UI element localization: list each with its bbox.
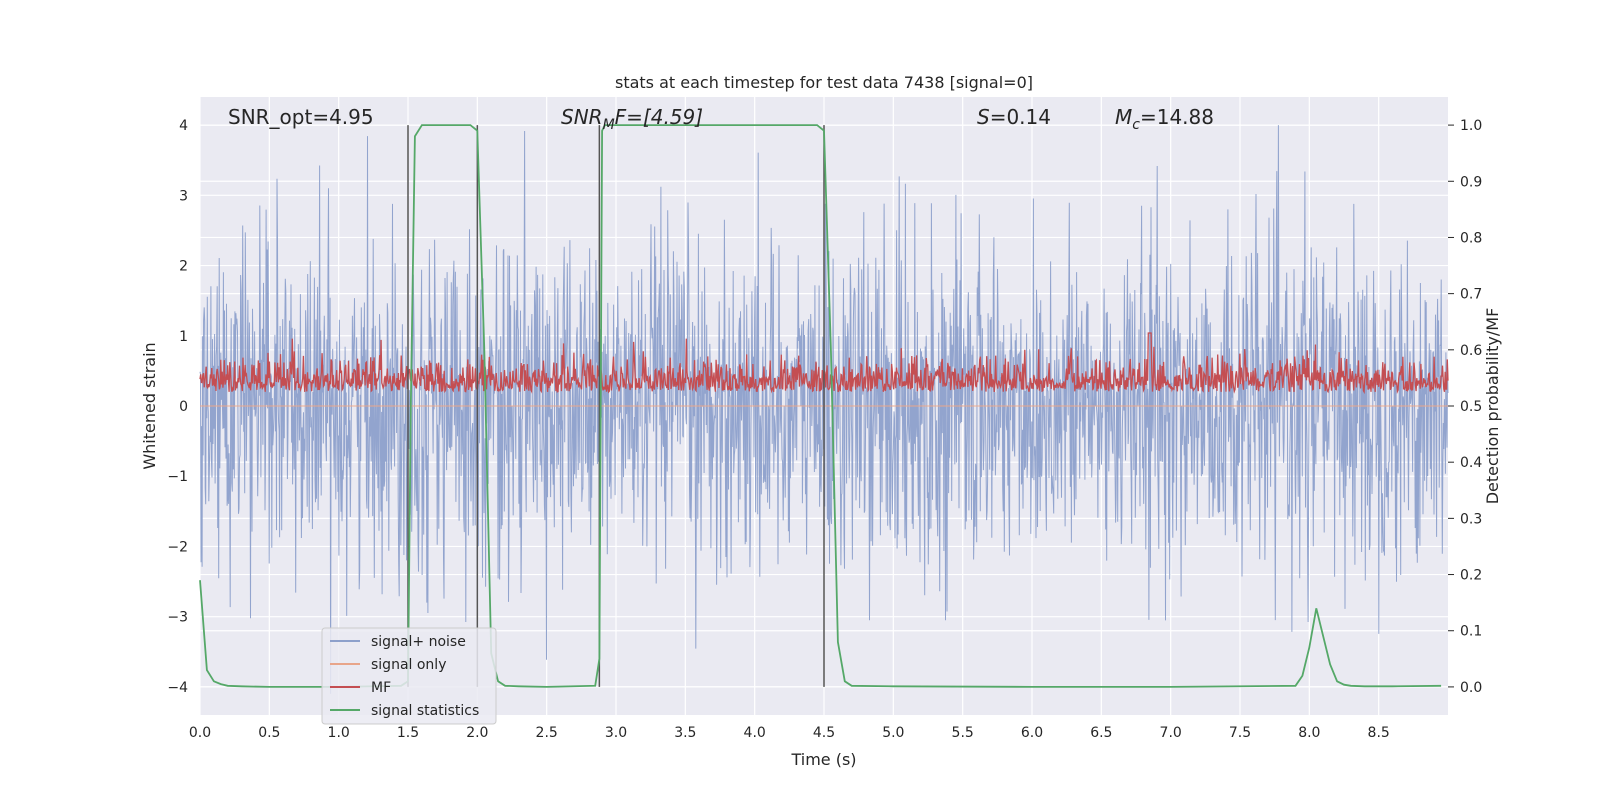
y-tick-label: 0: [179, 399, 188, 415]
x-tick-label: 0.0: [189, 725, 211, 741]
annotation-s: S=0.14: [977, 105, 1051, 129]
y-tick-label-right: 0.8: [1460, 230, 1482, 246]
x-tick-label: 1.0: [328, 725, 350, 741]
x-tick-label: 5.5: [952, 725, 974, 741]
y-tick-label: −1: [167, 469, 188, 485]
x-tick-label: 6.0: [1021, 725, 1043, 741]
y-axis-label-right: Detection probability/MF: [1483, 308, 1502, 505]
annotation-mc: Mc=14.88: [1115, 105, 1214, 133]
x-tick-label: 7.5: [1229, 725, 1251, 741]
legend-box: [321, 627, 497, 725]
y-tick-label-right: 0.9: [1460, 174, 1482, 190]
legend-label-noise: signal+ noise: [371, 634, 466, 650]
y-ticks-right: 1.0 0.9 0.8 0.7 0.6 0.5 0.4 0.3 0.2 0.1 0.0: [1448, 118, 1482, 696]
x-tick-label: 3.5: [674, 725, 696, 741]
x-tick-label: 2.0: [466, 725, 488, 741]
y-tick-label-right: 0.4: [1460, 455, 1482, 471]
y-tick-label-right: 0.6: [1460, 343, 1482, 359]
x-ticks: 0.0 0.5 1.0 1.5 2.0 2.5 3.0 3.5 4.0 4.5 5.0 5.5 6.0 6…: [189, 725, 1390, 741]
y-tick-label: −4: [167, 680, 188, 696]
y-tick-label-right: 0.0: [1460, 680, 1482, 696]
y-tick-label: 1: [179, 329, 188, 345]
y-tick-label: 2: [179, 259, 188, 275]
x-tick-label: 8.0: [1298, 725, 1320, 741]
y-tick-label-right: 0.3: [1460, 511, 1482, 527]
x-tick-label: 4.0: [744, 725, 766, 741]
x-tick-label: 8.5: [1368, 725, 1390, 741]
y-tick-label: 3: [179, 188, 188, 204]
mc-sub: c: [1132, 117, 1140, 133]
annotation-snr-opt: SNR_opt=4.95: [228, 105, 374, 129]
mc-var: M: [1115, 105, 1132, 129]
y-tick-label-right: 0.1: [1460, 624, 1482, 640]
legend-label-mf: MF: [371, 680, 391, 696]
x-tick-label: 3.0: [605, 725, 627, 741]
snr-mf-base: SNR: [561, 105, 603, 129]
x-tick-label: 5.0: [882, 725, 904, 741]
x-tick-label: 4.5: [813, 725, 835, 741]
y-tick-label-right: 0.7: [1460, 287, 1482, 303]
chart-title: stats at each timestep for test data 743…: [615, 73, 1033, 92]
s-val: =0.14: [990, 105, 1051, 129]
y-axis-label-left: Whitened strain: [140, 342, 159, 469]
x-tick-label: 1.5: [397, 725, 419, 741]
legend-label-signal-only: signal only: [371, 657, 446, 673]
y-tick-label-right: 0.5: [1460, 399, 1482, 415]
y-ticks-left: 4 3 2 1 0 −1 −2 −3 −4: [167, 118, 188, 696]
annotation-snr-mf: SNRMF=[4.59]: [561, 105, 703, 133]
x-tick-label: 0.5: [258, 725, 280, 741]
x-tick-label: 2.5: [536, 725, 558, 741]
y-tick-label: 4: [179, 118, 188, 134]
snr-mf-sub: M: [603, 117, 615, 133]
y-tick-label-right: 0.2: [1460, 568, 1482, 584]
legend: signal+ noise signal only MF signal stat…: [321, 627, 497, 725]
x-tick-label: 7.0: [1160, 725, 1182, 741]
snr-mf-rest: F=[4.59]: [615, 105, 703, 129]
x-tick-label: 6.5: [1090, 725, 1112, 741]
y-tick-label: −3: [167, 610, 188, 626]
s-var: S: [977, 105, 990, 129]
y-tick-label: −2: [167, 539, 188, 555]
mc-val: =14.88: [1140, 105, 1214, 129]
legend-label-statistics: signal statistics: [371, 703, 479, 719]
x-axis-label: Time (s): [790, 750, 856, 769]
y-tick-label-right: 1.0: [1460, 118, 1482, 134]
